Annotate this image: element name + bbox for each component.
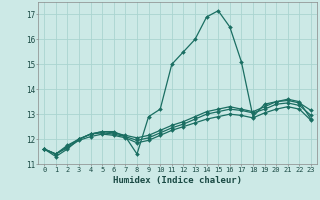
X-axis label: Humidex (Indice chaleur): Humidex (Indice chaleur) — [113, 176, 242, 185]
